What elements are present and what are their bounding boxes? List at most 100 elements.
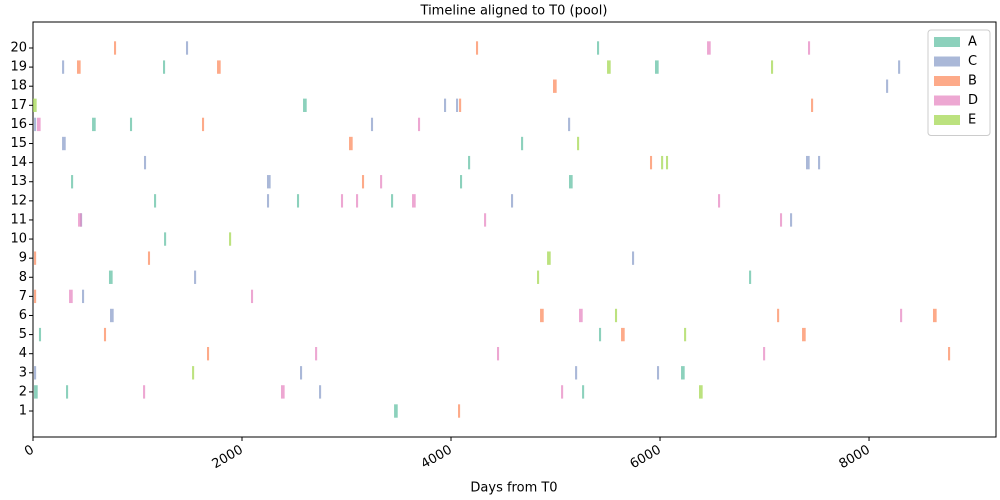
event-bar — [898, 60, 901, 74]
y-tick-label: 7 — [19, 289, 27, 304]
event-bar — [192, 366, 195, 380]
event-bar — [103, 327, 107, 342]
event-bar — [568, 117, 571, 132]
y-tick-label: 2 — [19, 384, 27, 399]
event-bar — [110, 308, 114, 323]
event-bar — [655, 60, 659, 74]
event-bar — [540, 308, 544, 323]
event-bar — [806, 155, 810, 170]
event-bar — [82, 289, 85, 304]
y-tick-label: 14 — [10, 155, 27, 170]
event-bar — [296, 194, 300, 208]
event-bar — [250, 289, 254, 304]
event-bar — [201, 117, 205, 132]
event-bar — [34, 251, 37, 265]
event-bar — [194, 270, 197, 284]
event-bar — [790, 213, 793, 227]
event-bar — [412, 194, 416, 208]
y-tick-label: 19 — [10, 60, 27, 75]
legend-swatch — [934, 56, 960, 67]
event-bar — [468, 155, 471, 170]
y-tick-label: 8 — [19, 270, 27, 285]
event-bar — [108, 270, 113, 284]
event-bar — [370, 117, 374, 132]
event-bar — [537, 270, 540, 284]
event-bar — [763, 347, 766, 361]
event-bar — [802, 327, 806, 342]
legend-label: A — [968, 35, 977, 50]
event-bar — [575, 366, 578, 380]
chart-title: Timeline aligned to T0 (pool) — [420, 4, 608, 19]
event-bar — [459, 98, 462, 112]
event-bar — [129, 117, 133, 132]
y-tick-label: 11 — [10, 212, 27, 227]
y-tick-label: 3 — [19, 365, 27, 380]
event-bar — [300, 366, 303, 380]
event-bar — [36, 117, 41, 132]
event-bar — [62, 136, 66, 151]
event-bar — [280, 385, 285, 399]
event-bar — [62, 60, 65, 74]
event-bar — [391, 194, 394, 208]
event-bar — [932, 308, 937, 323]
event-bar — [66, 385, 69, 399]
legend-label: B — [968, 74, 977, 89]
event-bar — [484, 213, 487, 227]
event-bar — [811, 98, 814, 112]
event-bar — [356, 194, 359, 208]
event-bar — [38, 327, 42, 342]
event-bar — [380, 175, 383, 189]
event-bar — [71, 175, 74, 189]
event-bar — [777, 308, 780, 323]
event-bar — [266, 194, 270, 208]
x-axis-label: Days from T0 — [470, 481, 557, 496]
event-bar — [34, 385, 38, 399]
event-bar — [147, 251, 151, 265]
y-tick-label: 5 — [19, 327, 27, 342]
event-bar — [771, 60, 774, 74]
y-tick-label: 16 — [10, 117, 27, 132]
event-bar — [460, 175, 463, 189]
event-bar — [113, 41, 117, 55]
event-bar — [78, 213, 82, 227]
event-bar — [886, 79, 889, 93]
event-bar — [319, 385, 322, 399]
event-bar — [143, 385, 146, 399]
event-bar — [632, 251, 635, 265]
event-bar — [807, 41, 811, 55]
event-bar — [164, 232, 167, 246]
y-tick-label: 13 — [10, 174, 27, 189]
event-bar — [656, 366, 660, 380]
y-tick-label: 10 — [10, 232, 27, 247]
event-bar — [547, 251, 551, 265]
event-bar — [597, 41, 600, 55]
event-bar — [217, 60, 221, 74]
event-bar — [69, 289, 73, 304]
event-bar — [553, 79, 557, 93]
event-bar — [444, 98, 447, 112]
event-bar — [661, 155, 664, 170]
event-bar — [34, 366, 37, 380]
legend-label: C — [968, 54, 977, 69]
y-tick-label: 4 — [19, 346, 27, 361]
event-bar — [154, 194, 157, 208]
event-bar — [163, 60, 166, 74]
event-bar — [621, 327, 625, 342]
event-bar — [684, 327, 687, 342]
event-bar — [458, 404, 461, 418]
event-bar — [614, 308, 618, 323]
legend-label: E — [968, 113, 976, 128]
event-bar — [361, 175, 365, 189]
event-bar — [456, 98, 459, 112]
event-bar — [315, 347, 318, 361]
event-bar — [34, 117, 37, 132]
event-bar — [229, 232, 232, 246]
event-bar — [521, 136, 524, 151]
event-bar — [900, 308, 903, 323]
event-bar — [665, 155, 669, 170]
event-bar — [143, 155, 147, 170]
event-bar — [266, 175, 271, 189]
y-tick-label: 1 — [19, 404, 27, 419]
